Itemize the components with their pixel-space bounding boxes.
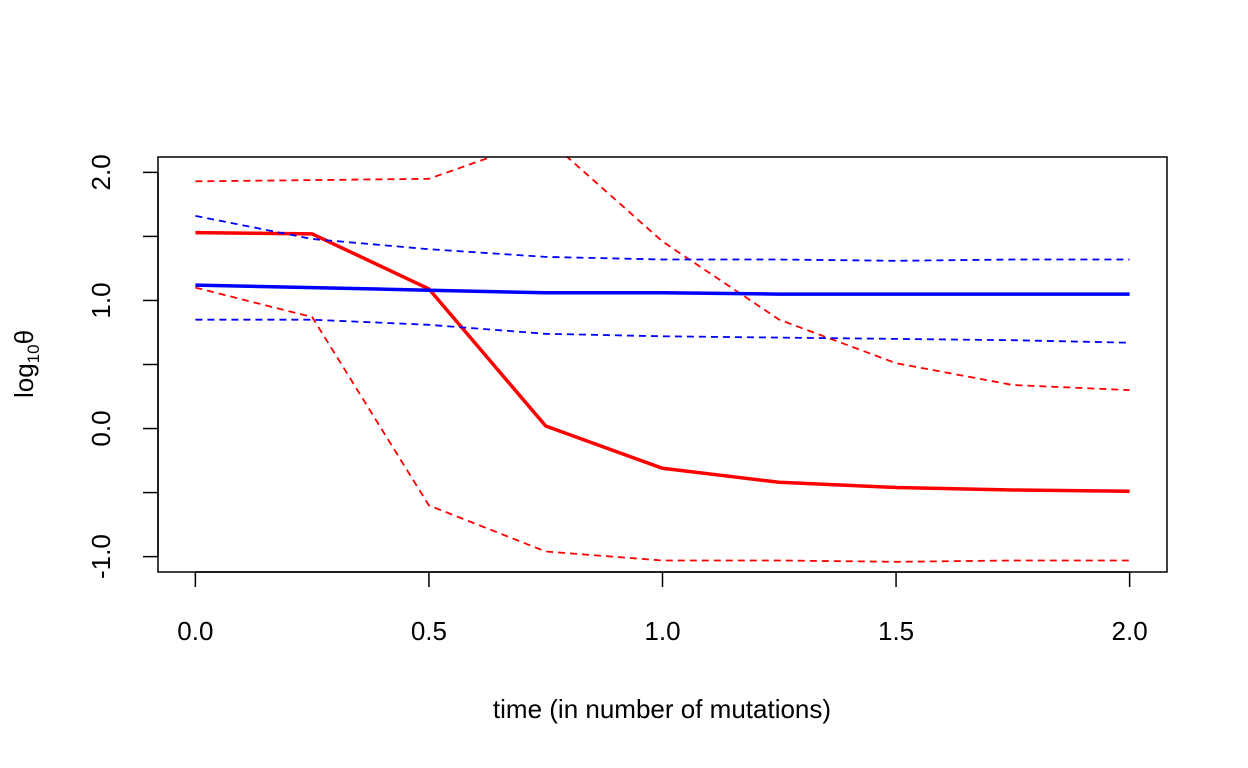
series-6-line	[195, 318, 1130, 344]
y-tick-label: 1.0	[86, 282, 116, 318]
y-axis-label-subscript: 10	[24, 344, 43, 363]
x-tick-label: 1.5	[878, 616, 914, 646]
series-1-line	[195, 230, 1130, 494]
y-axis: -1.0 0.0 1.0 2.0	[86, 154, 159, 579]
x-tick-label: 1.0	[644, 616, 680, 646]
x-axis-label: time (in number of mutations)	[493, 694, 831, 724]
x-tick-label: 0.5	[411, 616, 447, 646]
y-axis-label-base: log	[9, 363, 39, 398]
series-5-line	[195, 215, 1130, 262]
series-2-line	[195, 157, 1130, 391]
x-tick-label: 2.0	[1112, 616, 1148, 646]
series-4-line	[195, 283, 1130, 296]
y-axis-label-symbol: θ	[9, 330, 39, 344]
y-tick-label: 2.0	[86, 154, 116, 190]
y-tick-label: 0.0	[86, 410, 116, 446]
x-axis: 0.0 0.5 1.0 1.5 2.0	[177, 571, 1148, 646]
x-tick-label: 0.0	[177, 616, 213, 646]
plot-frame	[157, 156, 1168, 573]
series-3-line	[195, 286, 1130, 563]
y-tick-label: -1.0	[86, 534, 116, 579]
y-axis-label: log10θ	[9, 330, 43, 398]
series-layer	[195, 157, 1130, 563]
